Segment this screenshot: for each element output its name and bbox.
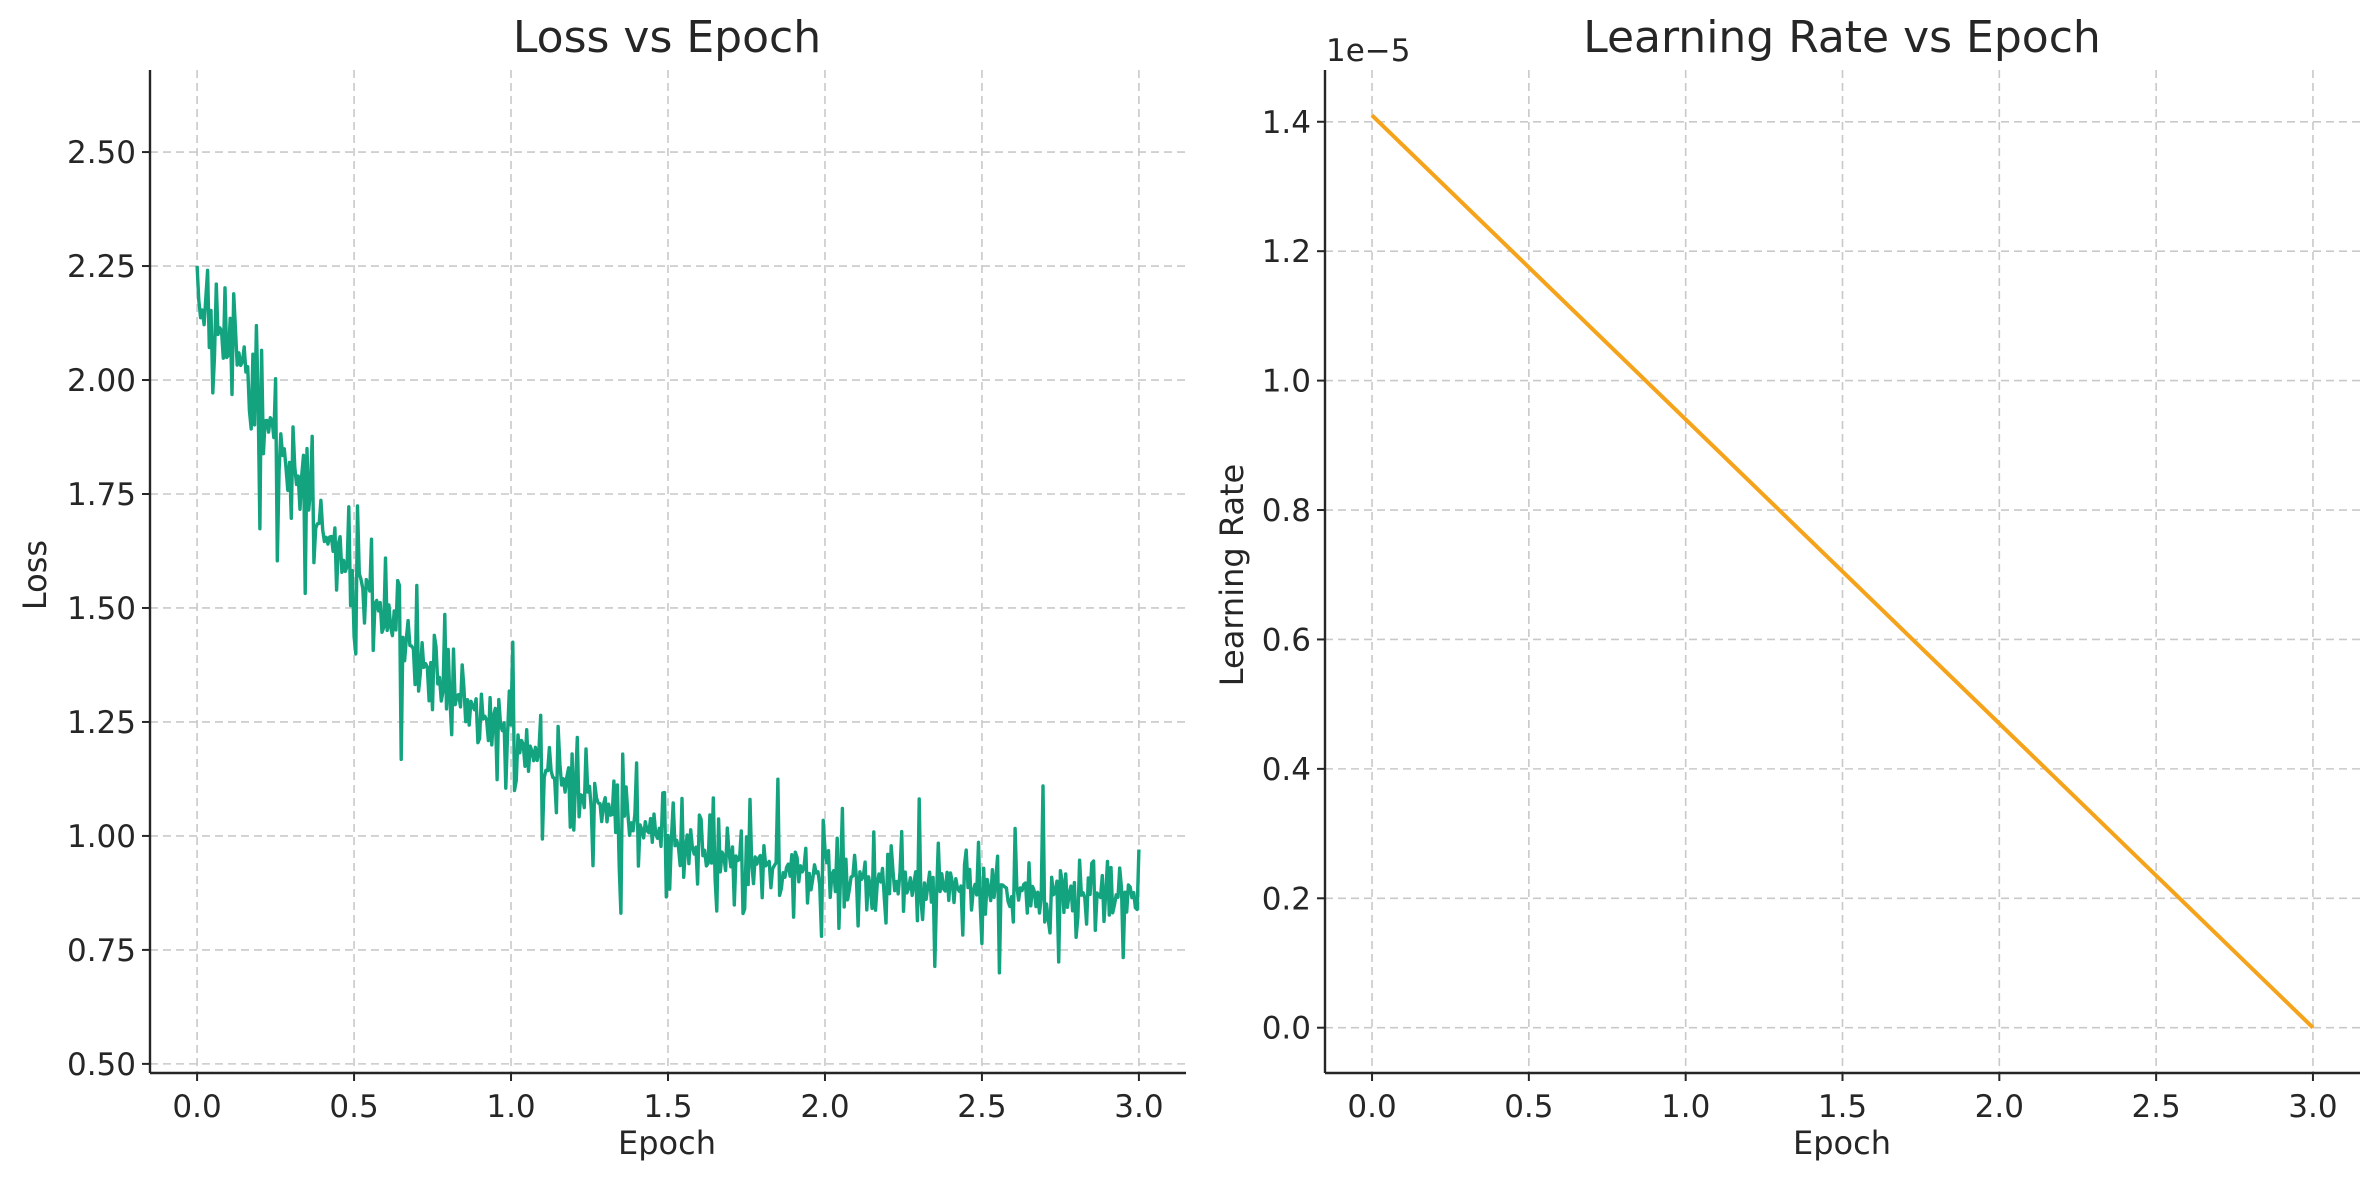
learning-rate-x-tick-label-4: 2.0 [1975, 1089, 2024, 1125]
learning-rate-x-tick-label-5: 2.5 [2131, 1089, 2180, 1125]
loss-x-tick-label-2: 1.0 [486, 1089, 535, 1125]
learning-rate-y-tick-label-7: 1.4 [1262, 105, 1311, 141]
loss-chart-x-axis-label: Epoch [618, 1124, 716, 1162]
loss-y-tick-label-5: 1.75 [67, 477, 136, 513]
loss-y-tick-label-0: 0.50 [67, 1047, 136, 1083]
learning-rate-chart-y-axis-label: Learning Rate [1213, 464, 1251, 686]
learning-rate-chart-grid [1325, 70, 2360, 1073]
loss-y-tick-label-8: 2.50 [67, 135, 136, 171]
learning-rate-chart-x-axis-label: Epoch [1793, 1124, 1891, 1162]
learning-rate-x-tick-label-3: 1.5 [1818, 1089, 1867, 1125]
loss-x-tick-label-4: 2.0 [800, 1089, 849, 1125]
learning-rate-y-tick-label-1: 0.2 [1262, 881, 1311, 917]
loss-y-tick-label-6: 2.00 [67, 363, 136, 399]
learning-rate-x-tick-label-1: 0.5 [1504, 1089, 1553, 1125]
loss-chart-y-axis-label: Loss [16, 540, 54, 610]
loss-chart-panel: Loss vs Epoch Epoch Loss 0.0 0.5 1.0 1.5 2.0… [16, 12, 1186, 1162]
learning-rate-x-tick-label-2: 1.0 [1661, 1089, 1710, 1125]
learning-rate-y-tick-label-0: 0.0 [1262, 1011, 1311, 1047]
learning-rate-chart-title: Learning Rate vs Epoch [1583, 12, 2101, 63]
learning-rate-y-tick-label-5: 1.0 [1262, 364, 1311, 400]
learning-rate-series-line-0 [1370, 113, 2315, 1030]
learning-rate-chart-panel: Learning Rate vs Epoch Epoch Learning Ra… [1213, 12, 2360, 1162]
learning-rate-x-tick-label-0: 0.0 [1347, 1089, 1396, 1125]
loss-y-tick-label-3: 1.25 [67, 705, 136, 741]
loss-x-tick-label-0: 0.0 [172, 1089, 221, 1125]
loss-y-tick-label-1: 0.75 [67, 933, 136, 969]
loss-x-tick-label-1: 0.5 [329, 1089, 378, 1125]
learning-rate-x-tick-label-6: 3.0 [2288, 1089, 2337, 1125]
loss-y-tick-label-7: 2.25 [67, 249, 136, 285]
loss-x-tick-label-5: 2.5 [957, 1089, 1006, 1125]
loss-series-line-0 [195, 265, 1141, 975]
learning-rate-y-tick-label-6: 1.2 [1262, 234, 1311, 270]
loss-chart-title: Loss vs Epoch [513, 12, 821, 63]
learning-rate-y-tick-label-3: 0.6 [1262, 622, 1311, 658]
loss-x-tick-label-6: 3.0 [1114, 1089, 1163, 1125]
loss-y-tick-label-2: 1.00 [67, 819, 136, 855]
loss-x-tick-label-3: 1.5 [643, 1089, 692, 1125]
loss-y-tick-label-4: 1.50 [67, 591, 136, 627]
learning-rate-scale-offset-label: 1e−5 [1326, 33, 1411, 69]
learning-rate-y-tick-label-4: 0.8 [1262, 493, 1311, 529]
learning-rate-y-tick-label-2: 0.4 [1262, 752, 1311, 788]
